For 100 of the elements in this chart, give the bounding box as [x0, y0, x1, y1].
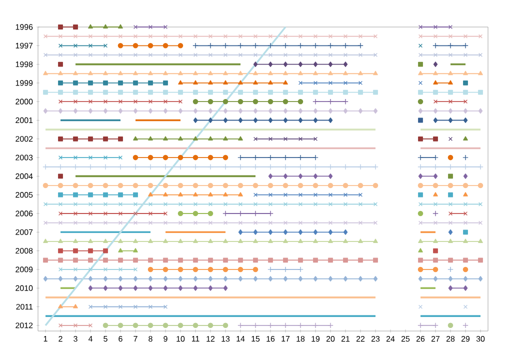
point [133, 136, 138, 140]
point [298, 220, 303, 225]
point [238, 266, 244, 272]
point [268, 90, 273, 95]
point [208, 136, 213, 140]
point [328, 118, 333, 123]
point [283, 80, 288, 84]
point [448, 34, 453, 38]
point [432, 210, 438, 216]
point [222, 266, 228, 272]
point [193, 52, 198, 58]
point [72, 164, 78, 170]
point [343, 276, 348, 282]
point [208, 52, 213, 58]
point [73, 44, 78, 48]
point [88, 164, 94, 170]
point [463, 238, 468, 244]
point [313, 276, 318, 282]
point [222, 98, 228, 104]
point [253, 80, 258, 84]
point [118, 202, 123, 206]
point [313, 34, 318, 38]
point [283, 52, 288, 58]
point [163, 276, 168, 282]
point [103, 258, 108, 263]
point [433, 192, 438, 196]
point [148, 80, 153, 86]
point [88, 211, 93, 216]
point [313, 192, 318, 197]
point [192, 266, 198, 272]
point [253, 70, 258, 76]
point [448, 90, 453, 95]
point [118, 136, 123, 142]
point [133, 90, 138, 95]
point [238, 192, 243, 196]
point [133, 70, 138, 76]
point [433, 258, 438, 263]
point [283, 192, 288, 197]
point [118, 90, 123, 95]
point [102, 322, 108, 328]
point [418, 192, 423, 198]
point [478, 276, 483, 282]
point [268, 220, 273, 225]
point [132, 322, 138, 328]
point [433, 90, 438, 95]
point [208, 220, 213, 225]
point [102, 164, 108, 170]
point [312, 322, 318, 328]
point [132, 43, 138, 48]
point [298, 70, 303, 76]
point [328, 220, 333, 225]
point [298, 276, 303, 282]
point [208, 192, 213, 196]
point [358, 182, 364, 188]
point [282, 322, 288, 328]
point [433, 136, 438, 142]
point [342, 42, 348, 49]
point [343, 229, 348, 235]
point [268, 42, 274, 49]
point [463, 34, 468, 38]
point [418, 90, 423, 95]
point [58, 276, 63, 282]
point [178, 43, 184, 48]
point [448, 70, 453, 76]
point [448, 229, 453, 235]
point [208, 154, 214, 160]
point [418, 98, 424, 104]
point [238, 90, 243, 95]
point [268, 34, 273, 38]
point [448, 322, 454, 328]
point [418, 182, 424, 188]
point [268, 322, 274, 328]
point [162, 164, 168, 170]
point [222, 154, 228, 160]
point [448, 174, 453, 179]
point [208, 238, 213, 244]
point [192, 182, 198, 188]
point [328, 258, 333, 263]
point [253, 258, 258, 263]
point [373, 238, 378, 244]
point [283, 173, 288, 179]
point [208, 80, 213, 84]
point [238, 80, 243, 84]
point [88, 44, 93, 48]
point [58, 90, 63, 95]
point [148, 90, 153, 95]
point [222, 42, 228, 49]
point [58, 202, 63, 206]
point [463, 285, 468, 291]
point [103, 192, 108, 198]
point [433, 202, 438, 206]
point [148, 43, 154, 48]
point [73, 90, 78, 95]
point [238, 229, 243, 235]
point [163, 90, 168, 95]
point [298, 258, 303, 263]
point [58, 164, 64, 170]
point [148, 52, 153, 58]
point [132, 154, 138, 160]
point [342, 182, 348, 188]
